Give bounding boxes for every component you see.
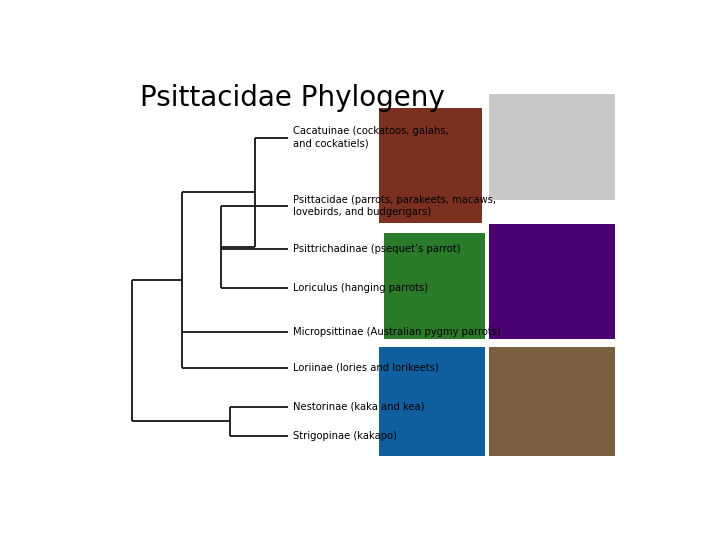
Text: Psittacidae (parrots, parakeets, macaws,
lovebirds, and budgerigars): Psittacidae (parrots, parakeets, macaws,… bbox=[292, 195, 495, 218]
Text: Psittacidae Phylogeny: Psittacidae Phylogeny bbox=[140, 84, 445, 112]
Bar bbox=[379, 109, 482, 223]
Text: Micropsittinae (Australian pygmy parrots): Micropsittinae (Australian pygmy parrots… bbox=[292, 327, 500, 337]
Text: Psittrichadinae (psequet’s parrot): Psittrichadinae (psequet’s parrot) bbox=[292, 244, 460, 254]
Bar bbox=[379, 347, 485, 456]
Text: Loriculus (hanging parrots): Loriculus (hanging parrots) bbox=[292, 283, 428, 293]
Bar bbox=[384, 233, 485, 339]
Text: Nestorinae (kaka and kea): Nestorinae (kaka and kea) bbox=[292, 402, 424, 411]
Bar bbox=[489, 224, 615, 339]
Bar bbox=[489, 347, 615, 456]
Bar bbox=[489, 94, 615, 200]
Text: Cacatuinae (cockatoos, galahs,
and cockatiels): Cacatuinae (cockatoos, galahs, and cocka… bbox=[292, 126, 449, 149]
Text: Loriinae (lories and lorikeets): Loriinae (lories and lorikeets) bbox=[292, 362, 438, 373]
Text: Strigopinae (kakapo): Strigopinae (kakapo) bbox=[292, 431, 397, 441]
